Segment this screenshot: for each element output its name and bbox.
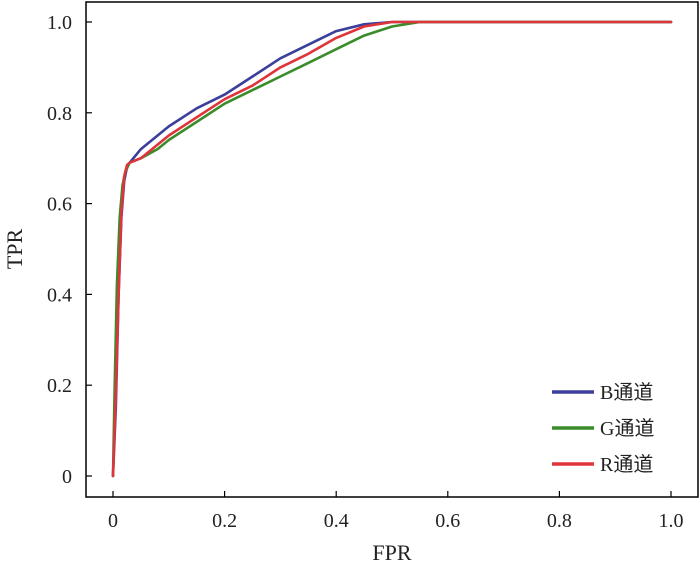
- y-axis-ticks: 0 0.2 0.4 0.6 0.8 1.0: [47, 12, 92, 488]
- plot-border: [85, 1, 699, 498]
- x-axis-ticks: 0 0.2 0.4 0.6 0.8 1.0: [108, 491, 684, 532]
- x-tick-label: 0.4: [324, 510, 349, 532]
- y-tick-label: 1.0: [47, 12, 72, 34]
- plot-area: [85, 1, 699, 498]
- series-line-2: [111, 20, 673, 478]
- legend: B通道 G通道 R通道: [552, 381, 654, 476]
- series-line-1: [111, 20, 673, 478]
- y-tick-label: 0.2: [47, 375, 72, 397]
- legend-label-2: G通道: [600, 417, 654, 440]
- y-tick-label: 0: [62, 466, 72, 488]
- y-axis-label: TPR: [2, 229, 27, 270]
- series-layer: [111, 20, 673, 478]
- x-axis-label: FPR: [372, 540, 411, 565]
- x-tick-label: 0.8: [547, 510, 572, 532]
- y-tick-label: 0.4: [47, 284, 72, 306]
- x-tick-label: 0.6: [435, 510, 460, 532]
- legend-label-3: R通道: [600, 453, 653, 476]
- y-tick-label: 0.8: [47, 103, 72, 125]
- x-tick-label: 0.2: [212, 510, 237, 532]
- x-tick-label: 1.0: [659, 510, 684, 532]
- series-line-3: [111, 20, 673, 478]
- y-tick-label: 0.6: [47, 194, 72, 216]
- legend-label-1: B通道: [600, 381, 653, 404]
- x-tick-label: 0: [108, 510, 118, 532]
